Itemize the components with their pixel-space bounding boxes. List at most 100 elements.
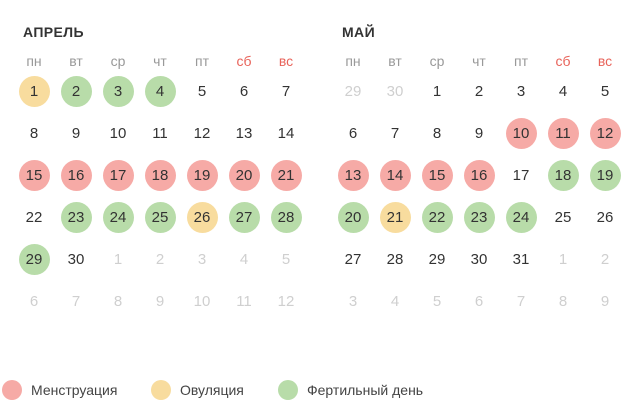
day-cell[interactable]: 27	[332, 238, 374, 280]
day-number: 29	[428, 250, 446, 268]
day-cell[interactable]: 5	[584, 70, 626, 112]
day-cell[interactable]: 19	[584, 154, 626, 196]
day-cell[interactable]: 11	[542, 112, 584, 154]
day-cell[interactable]: 21	[374, 196, 416, 238]
day-cell[interactable]: 25	[542, 196, 584, 238]
day-cell[interactable]: 7	[265, 70, 307, 112]
day-cell[interactable]: 29	[416, 238, 458, 280]
day-cell[interactable]: 1	[416, 70, 458, 112]
day-cell[interactable]: 7	[500, 280, 542, 322]
day-cell[interactable]: 26	[181, 196, 223, 238]
day-cell[interactable]: 3	[181, 238, 223, 280]
day-cell[interactable]: 28	[265, 196, 307, 238]
day-cell[interactable]: 28	[374, 238, 416, 280]
day-cell[interactable]: 23	[458, 196, 500, 238]
day-cell[interactable]: 18	[139, 154, 181, 196]
day-cell[interactable]: 30	[458, 238, 500, 280]
weekday-label: пн	[26, 53, 42, 69]
day-number: 17	[102, 159, 134, 191]
weekday-label: чт	[472, 53, 486, 69]
day-number: 6	[348, 124, 358, 142]
day-cell[interactable]: 6	[13, 280, 55, 322]
day-cell[interactable]: 21	[265, 154, 307, 196]
day-cell[interactable]: 4	[374, 280, 416, 322]
day-cell[interactable]: 20	[223, 154, 265, 196]
day-cell[interactable]: 8	[97, 280, 139, 322]
day-cell[interactable]: 31	[500, 238, 542, 280]
day-cell[interactable]: 3	[500, 70, 542, 112]
day-number: 15	[18, 159, 50, 191]
day-cell[interactable]: 10	[97, 112, 139, 154]
day-cell[interactable]: 14	[374, 154, 416, 196]
day-cell[interactable]: 25	[139, 196, 181, 238]
day-cell[interactable]: 15	[13, 154, 55, 196]
day-cell[interactable]: 7	[374, 112, 416, 154]
day-cell[interactable]: 3	[332, 280, 374, 322]
day-cell[interactable]: 9	[584, 280, 626, 322]
day-cell[interactable]: 24	[97, 196, 139, 238]
day-number: 30	[470, 250, 488, 268]
day-cell[interactable]: 9	[139, 280, 181, 322]
day-cell[interactable]: 29	[332, 70, 374, 112]
day-number: 9	[71, 124, 81, 142]
day-number: 10	[505, 117, 537, 149]
day-cell[interactable]: 4	[542, 70, 584, 112]
day-cell[interactable]: 5	[181, 70, 223, 112]
day-cell[interactable]: 6	[458, 280, 500, 322]
day-cell[interactable]: 11	[223, 280, 265, 322]
day-cell[interactable]: 1	[97, 238, 139, 280]
week-row: 29 30 1 2 3 4 5	[13, 238, 307, 280]
day-cell[interactable]: 17	[97, 154, 139, 196]
day-cell[interactable]: 13	[332, 154, 374, 196]
day-cell[interactable]: 30	[55, 238, 97, 280]
day-cell[interactable]: 13	[223, 112, 265, 154]
day-cell[interactable]: 12	[181, 112, 223, 154]
day-cell[interactable]: 2	[139, 238, 181, 280]
day-cell[interactable]: 2	[55, 70, 97, 112]
day-cell[interactable]: 2	[584, 238, 626, 280]
day-cell[interactable]: 12	[265, 280, 307, 322]
day-cell[interactable]: 30	[374, 70, 416, 112]
day-cell[interactable]: 20	[332, 196, 374, 238]
day-cell[interactable]: 22	[13, 196, 55, 238]
day-cell[interactable]: 14	[265, 112, 307, 154]
day-number: 27	[228, 201, 260, 233]
day-cell[interactable]: 5	[416, 280, 458, 322]
day-cell[interactable]: 24	[500, 196, 542, 238]
day-cell[interactable]: 16	[55, 154, 97, 196]
day-cell[interactable]: 29	[13, 238, 55, 280]
day-cell[interactable]: 22	[416, 196, 458, 238]
day-cell[interactable]: 10	[500, 112, 542, 154]
day-cell[interactable]: 8	[542, 280, 584, 322]
day-cell[interactable]: 4	[139, 70, 181, 112]
day-cell[interactable]: 12	[584, 112, 626, 154]
day-number: 12	[193, 124, 211, 142]
day-cell[interactable]: 9	[55, 112, 97, 154]
day-cell[interactable]: 15	[416, 154, 458, 196]
day-number: 10	[109, 124, 127, 142]
day-cell[interactable]: 19	[181, 154, 223, 196]
day-cell[interactable]: 27	[223, 196, 265, 238]
day-cell[interactable]: 17	[500, 154, 542, 196]
day-cell[interactable]: 1	[13, 70, 55, 112]
day-cell[interactable]: 8	[13, 112, 55, 154]
day-cell[interactable]: 23	[55, 196, 97, 238]
day-cell[interactable]: 26	[584, 196, 626, 238]
day-cell[interactable]: 7	[55, 280, 97, 322]
day-cell[interactable]: 9	[458, 112, 500, 154]
day-cell[interactable]: 8	[416, 112, 458, 154]
day-cell[interactable]: 11	[139, 112, 181, 154]
day-cell[interactable]: 18	[542, 154, 584, 196]
day-cell[interactable]: 6	[332, 112, 374, 154]
day-number: 18	[547, 159, 579, 191]
day-cell[interactable]: 1	[542, 238, 584, 280]
day-cell[interactable]: 5	[265, 238, 307, 280]
day-number: 5	[197, 82, 207, 100]
day-cell[interactable]: 3	[97, 70, 139, 112]
day-cell[interactable]: 10	[181, 280, 223, 322]
day-cell[interactable]: 16	[458, 154, 500, 196]
day-cell[interactable]: 6	[223, 70, 265, 112]
day-cell[interactable]: 2	[458, 70, 500, 112]
day-cell[interactable]: 4	[223, 238, 265, 280]
day-number: 5	[432, 292, 442, 310]
